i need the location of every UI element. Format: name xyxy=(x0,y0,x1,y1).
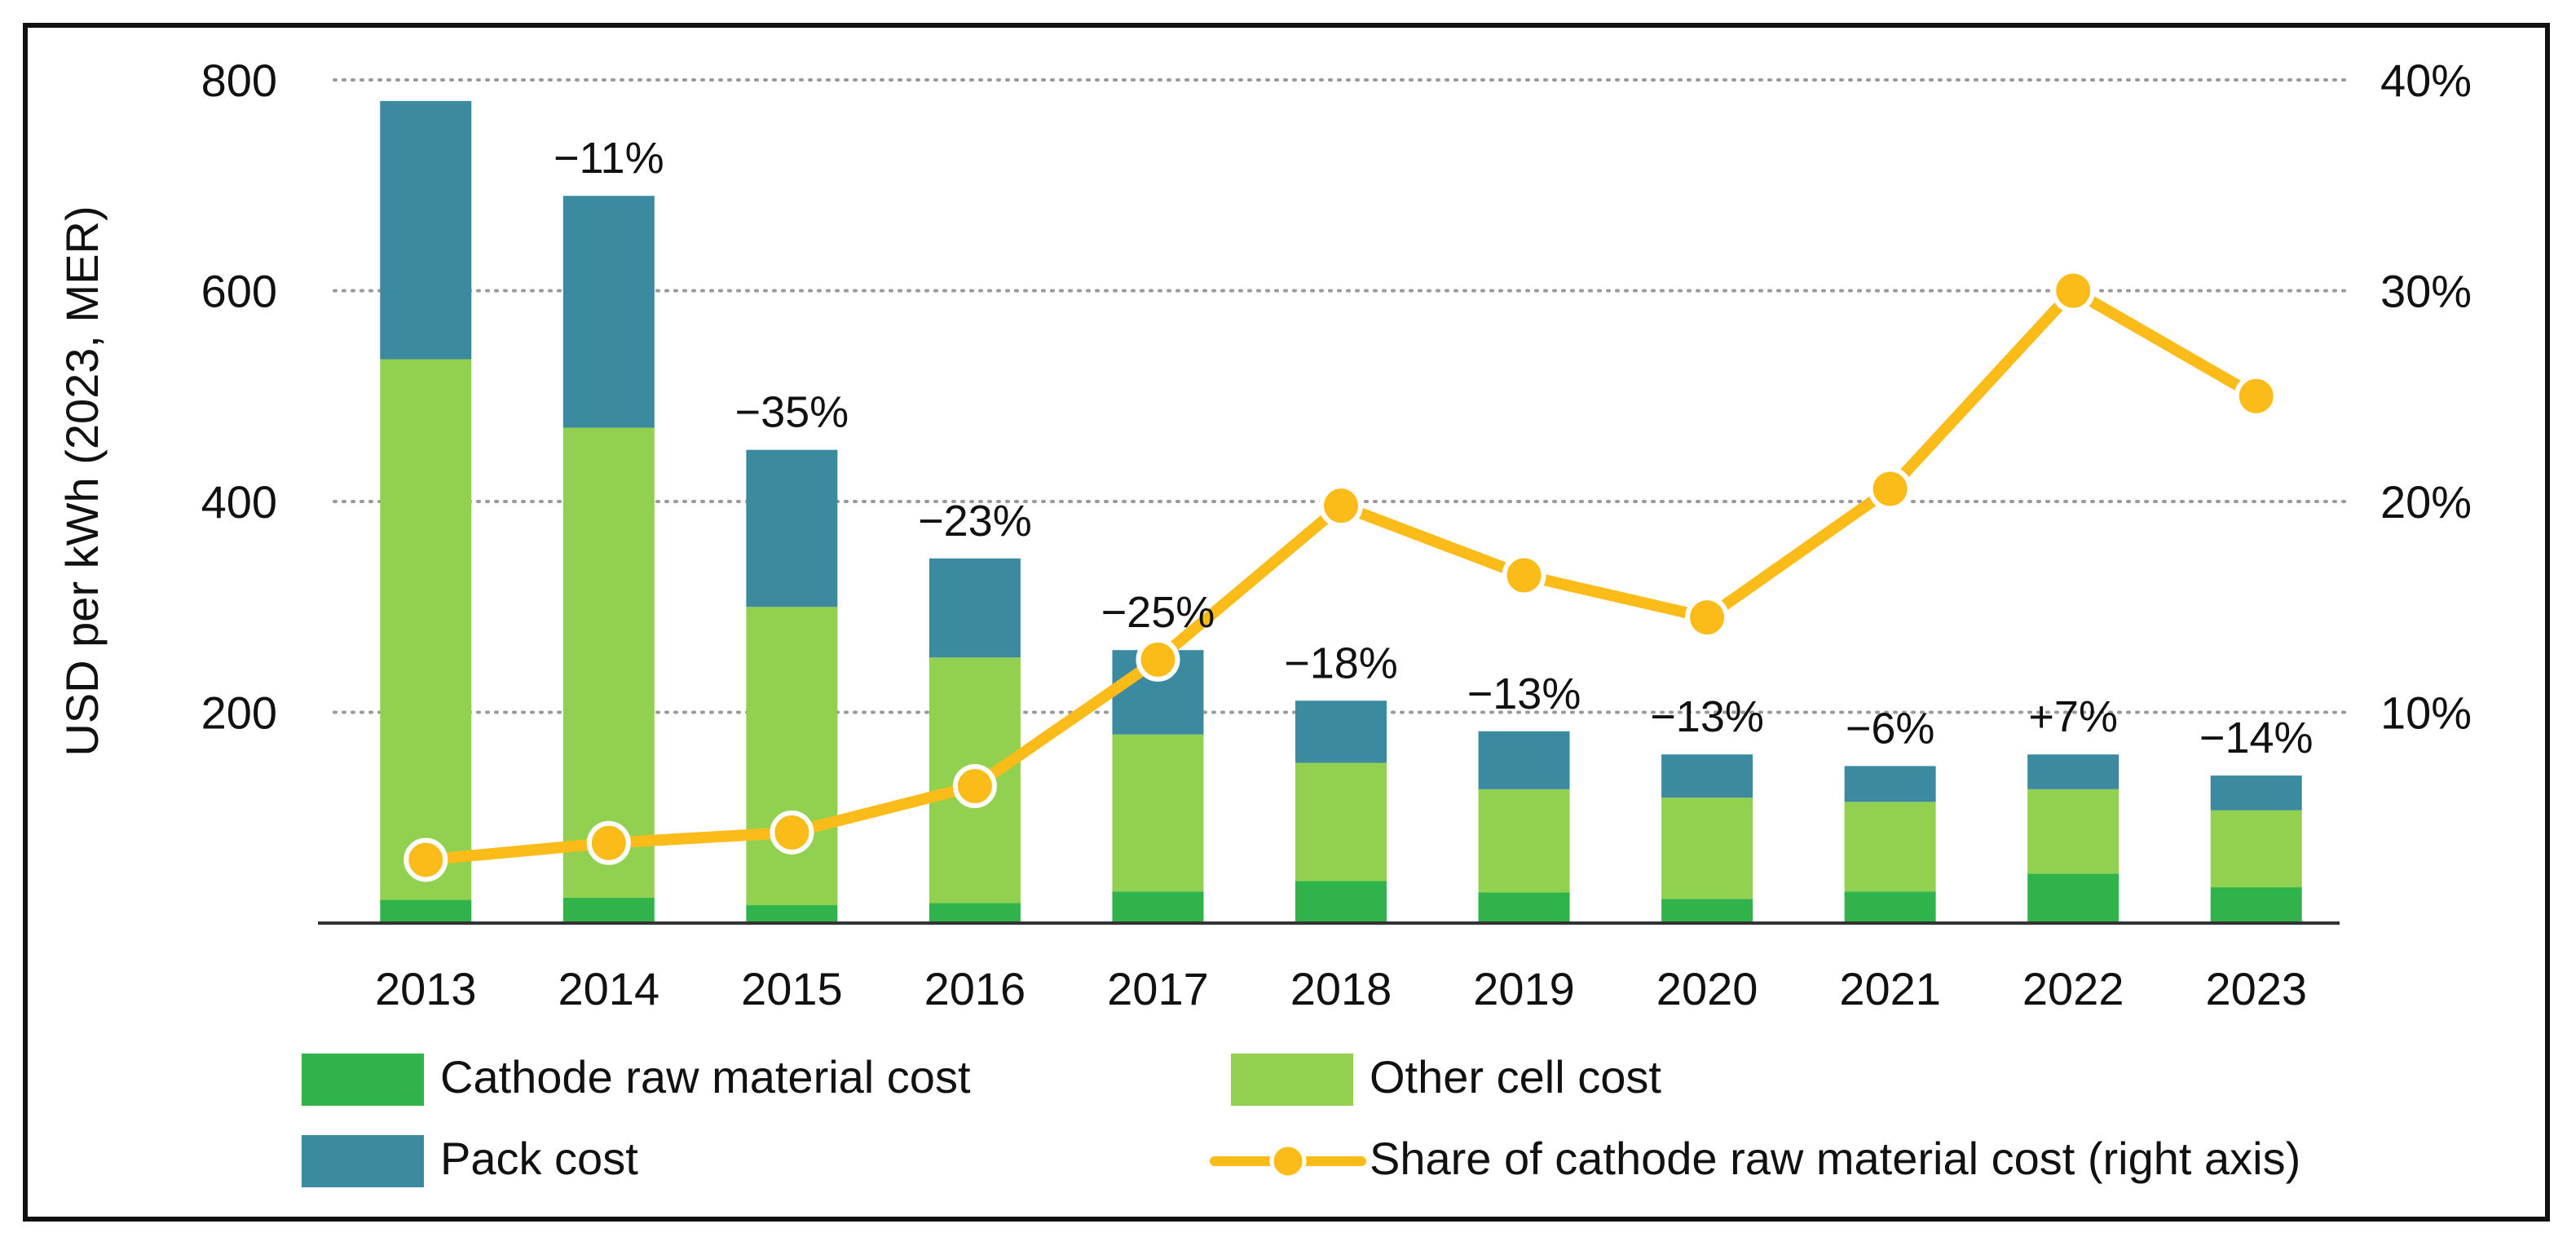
bar-other-cell-cost-2013 xyxy=(380,359,472,900)
annotation-2020: −13% xyxy=(1650,692,1764,741)
y-tick-label: 600 xyxy=(201,266,277,317)
bar-cathode-raw-material-cost-2017 xyxy=(1112,891,1204,923)
share-point-2022 xyxy=(2051,268,2096,313)
bar-cathode-raw-material-cost-2021 xyxy=(1844,891,1936,923)
x-tick-label-2013: 2013 xyxy=(375,963,477,1014)
x-tick-label-2020: 2020 xyxy=(1656,963,1758,1014)
y-tick-label: 400 xyxy=(201,476,277,528)
bar-cathode-raw-material-cost-2016 xyxy=(929,903,1021,923)
y-tick-label: 800 xyxy=(201,55,277,106)
bar-pack-cost-2023 xyxy=(2210,775,2302,811)
x-tick-label-2021: 2021 xyxy=(1839,963,1941,1014)
bar-pack-cost-2016 xyxy=(929,558,1021,658)
bar-pack-cost-2019 xyxy=(1478,731,1570,789)
share-point-2023 xyxy=(2234,373,2278,418)
left-axis: 200 400 600 800 xyxy=(201,55,277,739)
legend-swatch-0 xyxy=(302,1054,424,1106)
x-tick-label-2023: 2023 xyxy=(2205,963,2307,1014)
legend-label-2: Pack cost xyxy=(440,1133,638,1184)
annotation-2018: −18% xyxy=(1284,638,1398,687)
bar-other-cell-cost-2020 xyxy=(1661,798,1753,899)
y2-tick-label: 20% xyxy=(2380,476,2472,528)
share-point-2013 xyxy=(404,837,448,882)
x-tick-label-2019: 2019 xyxy=(1473,963,1575,1014)
annotation-2022: +7% xyxy=(2028,692,2118,741)
bar-cathode-raw-material-cost-2020 xyxy=(1661,899,1753,923)
share-point-2015 xyxy=(770,810,814,855)
x-tick-label-2015: 2015 xyxy=(741,963,843,1014)
y2-tick-label: 10% xyxy=(2380,687,2472,739)
bar-other-cell-cost-2022 xyxy=(2027,789,2119,874)
bar-pack-cost-2021 xyxy=(1844,766,1936,802)
bar-other-cell-cost-2014 xyxy=(562,427,655,898)
annotation-2021: −6% xyxy=(1846,704,1935,753)
x-tick-label-2014: 2014 xyxy=(558,963,660,1014)
annotation-2014: −11% xyxy=(554,134,664,183)
bar-other-cell-cost-2023 xyxy=(2210,810,2302,888)
x-tick-label-2017: 2017 xyxy=(1107,963,1209,1014)
y2-tick-label: 40% xyxy=(2380,55,2472,106)
bar-cathode-raw-material-cost-2015 xyxy=(746,905,838,923)
legend-swatch-2 xyxy=(302,1135,424,1187)
x-tick-label-2022: 2022 xyxy=(2022,963,2124,1014)
bar-pack-cost-2015 xyxy=(746,449,838,608)
right-axis: 10% 20% 30% 40% xyxy=(2380,55,2472,739)
annotation-2016: −23% xyxy=(918,497,1032,546)
change-annotations: −11% −35% −23% −25% −18% −13% −13% −6% +7% −14% xyxy=(554,134,2314,762)
bar-cathode-raw-material-cost-2013 xyxy=(380,899,472,923)
legend-swatch-1 xyxy=(1231,1054,1353,1106)
share-point-2017 xyxy=(1136,637,1180,682)
bar-pack-cost-2014 xyxy=(562,196,655,428)
annotation-2019: −13% xyxy=(1467,669,1581,718)
y-axis-label: USD per kWh (2023, MER) xyxy=(56,205,108,756)
bar-pack-cost-2018 xyxy=(1295,700,1387,763)
legend: Cathode raw material cost Other cell cost… xyxy=(302,1051,2300,1187)
annotation-2017: −25% xyxy=(1101,588,1215,637)
share-point-2016 xyxy=(952,763,997,808)
bar-cathode-raw-material-cost-2019 xyxy=(1478,892,1570,923)
legend-swatch-marker xyxy=(1269,1142,1307,1180)
x-tick-label-2018: 2018 xyxy=(1290,963,1392,1014)
share-point-2018 xyxy=(1319,484,1363,528)
bar-pack-cost-2013 xyxy=(380,100,472,360)
bar-other-cell-cost-2021 xyxy=(1844,802,1936,892)
share-point-2014 xyxy=(586,820,631,865)
bars xyxy=(380,100,2302,923)
bar-pack-cost-2020 xyxy=(1661,754,1753,798)
y2-tick-label: 30% xyxy=(2380,266,2472,317)
y-tick-label: 200 xyxy=(201,687,277,739)
bar-other-cell-cost-2015 xyxy=(746,607,838,906)
share-point-2019 xyxy=(1502,553,1546,598)
bar-cathode-raw-material-cost-2014 xyxy=(562,897,655,923)
bar-other-cell-cost-2018 xyxy=(1295,762,1387,881)
legend-label-0: Cathode raw material cost xyxy=(440,1051,971,1102)
bar-cathode-raw-material-cost-2023 xyxy=(2210,887,2302,923)
share-line xyxy=(404,268,2278,882)
legend-label-3: Share of cathode raw material cost (righ… xyxy=(1370,1133,2300,1184)
annotation-2023: −14% xyxy=(2199,714,2314,762)
x-axis: 2013 2014 2015 2016 2017 2018 2019 2020 2021 2022… xyxy=(318,921,2340,1014)
bar-other-cell-cost-2019 xyxy=(1478,789,1570,893)
bar-other-cell-cost-2017 xyxy=(1112,734,1204,892)
bar-cathode-raw-material-cost-2018 xyxy=(1295,881,1387,923)
bar-cathode-raw-material-cost-2022 xyxy=(2027,873,2119,923)
share-point-2021 xyxy=(1868,466,1912,511)
legend-label-1: Other cell cost xyxy=(1370,1051,1661,1102)
share-point-2020 xyxy=(1685,595,1730,640)
x-tick-label-2016: 2016 xyxy=(924,963,1026,1014)
annotation-2015: −35% xyxy=(735,388,849,437)
bar-pack-cost-2022 xyxy=(2027,754,2119,789)
